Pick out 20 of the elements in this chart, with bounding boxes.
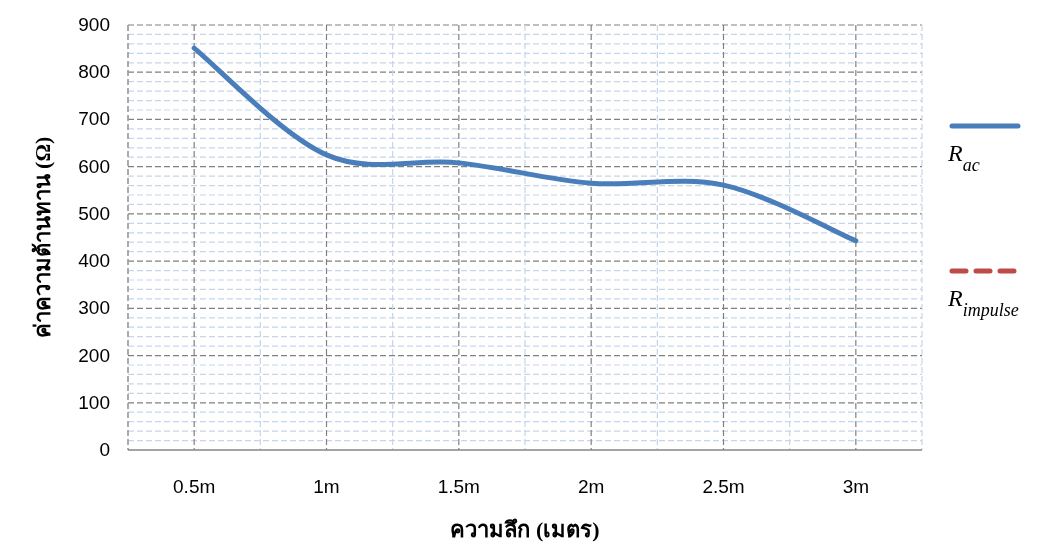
legend-label: R$_{impulse}$	[947, 285, 1019, 320]
x-tick-label: 0.5m	[173, 476, 216, 497]
x-tick-label: 2.5m	[702, 476, 745, 497]
legend-label: R$_{ac}$	[947, 140, 980, 175]
y-tick-label: 100	[78, 391, 110, 413]
x-tick-label: 2m	[577, 476, 605, 497]
y-tick-label: 800	[78, 61, 110, 83]
y-tick-label: 400	[78, 250, 110, 272]
y-tick-label: 300	[78, 297, 110, 319]
y-tick-label: 200	[78, 344, 110, 366]
x-tick-label: 3m	[842, 476, 870, 497]
y-axis-title: ค่าความต้านทาน (Ω)	[30, 136, 55, 339]
y-tick-label: 500	[78, 202, 110, 224]
y-tick-label: 900	[78, 14, 110, 35]
x-axis-title: ความลึก (เมตร)	[450, 517, 600, 542]
x-tick-label: 1.5m	[437, 476, 480, 497]
y-tick-label: 700	[78, 108, 110, 130]
y-tick-label: 0	[99, 439, 110, 460]
x-tick-label: 1m	[313, 476, 340, 497]
y-tick-label: 600	[78, 155, 110, 177]
